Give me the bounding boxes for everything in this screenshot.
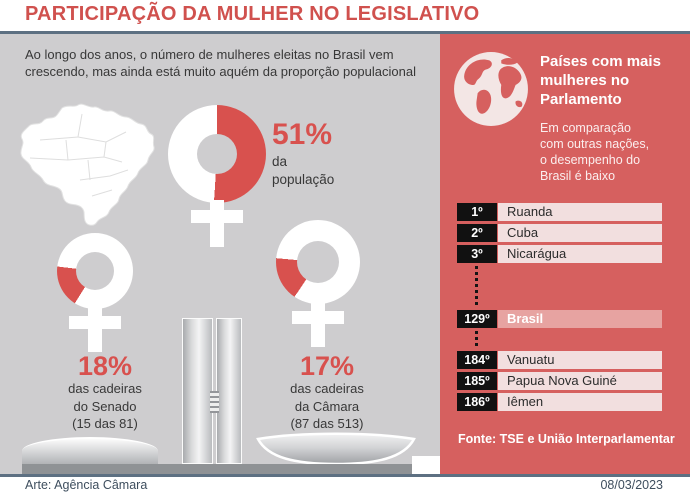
female-symbol-icon — [311, 301, 325, 347]
rank-row: 3º Nicarágua — [457, 245, 662, 263]
footer-date: 08/03/2023 — [600, 478, 663, 492]
rank-country: Vanuatu — [498, 351, 662, 369]
population-donut — [168, 105, 266, 203]
dotted-connector — [475, 331, 478, 349]
page-title: PARTICIPAÇÃO DA MULHER NO LEGISLATIVO — [25, 3, 480, 25]
intro-text: Ao longo dos anos, o número de mulheres … — [25, 47, 416, 79]
rank-badge: 1º — [457, 203, 497, 221]
stat-value-chamber: 17% — [299, 351, 355, 381]
building-highlight — [412, 456, 440, 475]
female-symbol-icon — [88, 306, 102, 352]
rank-row: 1º Ruanda — [457, 203, 662, 221]
footer-credit: Arte: Agência Câmara — [25, 478, 148, 492]
senate-donut — [57, 233, 133, 309]
header-divider — [0, 31, 690, 34]
source-note: Fonte: TSE e União Interparlamentar — [458, 432, 675, 446]
rank-country: Ruanda — [498, 203, 662, 221]
rank-row: 184º Vanuatu — [457, 351, 662, 369]
dotted-connector — [475, 266, 478, 307]
rank-row: 2º Cuba — [457, 224, 662, 242]
rank-country: Cuba — [498, 224, 662, 242]
female-symbol-icon — [292, 311, 344, 324]
female-symbol-icon — [69, 316, 121, 329]
congress-chamber-bowl — [256, 432, 416, 466]
female-symbol-icon — [210, 200, 224, 247]
congress-tower-right — [216, 318, 242, 464]
rank-country: Brasil — [498, 310, 662, 328]
rank-badge: 186º — [457, 393, 497, 411]
congress-tower-bridges — [210, 391, 219, 413]
stat-value-population: 51% — [272, 118, 333, 151]
rank-row: 185º Papua Nova Guiné — [457, 372, 662, 390]
rank-badge: 184º — [457, 351, 497, 369]
rank-row: 186º Iêmen — [457, 393, 662, 411]
rank-country: Nicarágua — [498, 245, 662, 263]
rank-badge: 185º — [457, 372, 497, 390]
donut-hole — [76, 252, 114, 290]
rank-badge: 129º — [457, 310, 497, 328]
congress-senate-dome — [22, 437, 158, 465]
brazil-map — [20, 103, 155, 226]
female-symbol-icon — [191, 210, 243, 223]
congress-tower-left — [182, 318, 213, 464]
stat-label-population: da população — [272, 154, 335, 187]
panel-subtitle: Em comparação com outras nações, o desem… — [540, 121, 650, 183]
panel-title: Países com mais mulheres no Parlamento — [540, 53, 661, 108]
donut-hole — [297, 241, 339, 283]
rank-badge: 3º — [457, 245, 497, 263]
stat-value-senate: 18% — [77, 351, 133, 381]
rank-row-brasil: 129º Brasil — [457, 310, 662, 328]
chamber-donut — [276, 220, 360, 304]
globe-icon — [454, 52, 528, 126]
rank-badge: 2º — [457, 224, 497, 242]
donut-hole — [197, 134, 237, 174]
footer-divider — [0, 474, 690, 477]
stat-label-chamber: das cadeiras da Câmara (87 das 513) — [290, 381, 364, 431]
rank-country: Papua Nova Guiné — [498, 372, 662, 390]
stat-label-senate: das cadeiras do Senado (15 das 81) — [68, 381, 142, 431]
rank-country: Iêmen — [498, 393, 662, 411]
congress-base — [22, 464, 412, 475]
